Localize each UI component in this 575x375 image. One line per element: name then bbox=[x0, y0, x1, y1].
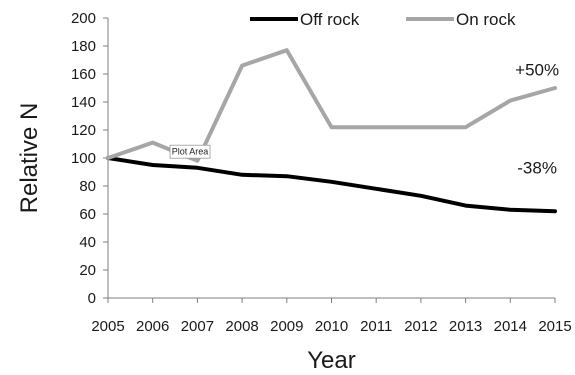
y-tick-label: 200 bbox=[71, 10, 96, 27]
series-line-off-rock bbox=[106, 156, 557, 214]
x-tick-label: 2005 bbox=[91, 318, 124, 335]
y-tick-label: 100 bbox=[71, 150, 96, 167]
x-tick-label: 2012 bbox=[404, 318, 437, 335]
legend-label: On rock bbox=[456, 10, 516, 29]
y-tick-label: 0 bbox=[88, 290, 96, 307]
x-tick-label: 2014 bbox=[494, 318, 527, 335]
annotation-label: -38% bbox=[517, 158, 557, 177]
series-lines bbox=[106, 48, 557, 214]
y-tick-label: 180 bbox=[71, 38, 96, 55]
x-tick-label: 2006 bbox=[136, 318, 169, 335]
y-axis-title: Relative N bbox=[16, 103, 43, 214]
y-tick-label: 60 bbox=[79, 206, 96, 223]
plot-area-tooltip: Plot Area bbox=[169, 144, 211, 159]
y-tick-label: 120 bbox=[71, 122, 96, 139]
x-axis-ticks: 2005 2006 2007 2008 2009 2010 2011 2012 2013 2014… bbox=[91, 298, 572, 335]
x-tick-label: 2013 bbox=[449, 318, 482, 335]
y-tick-label: 160 bbox=[71, 66, 96, 83]
y-tick-label: 20 bbox=[79, 262, 96, 279]
x-tick-label: 2009 bbox=[270, 318, 303, 335]
legend: Off rock On rock bbox=[250, 10, 516, 29]
series-line-on-rock bbox=[106, 48, 557, 163]
x-tick-label: 2011 bbox=[360, 318, 392, 335]
legend-label: Off rock bbox=[300, 10, 360, 29]
x-tick-label: 2015 bbox=[538, 318, 571, 335]
tooltip-text: Plot Area bbox=[172, 147, 209, 157]
x-axis-title: Year bbox=[307, 347, 356, 374]
y-tick-label: 40 bbox=[79, 234, 96, 251]
tooltip-box bbox=[169, 144, 211, 159]
x-tick-label: 2007 bbox=[181, 318, 214, 335]
y-tick-label: 140 bbox=[71, 94, 96, 111]
x-tick-label: 2008 bbox=[225, 318, 258, 335]
annotations: +50% -38% bbox=[515, 60, 559, 177]
annotation-label: +50% bbox=[515, 60, 559, 79]
x-tick-label: 2010 bbox=[315, 318, 348, 335]
y-axis-ticks: 0 20 40 60 80 100 120 140 160 180 200 bbox=[71, 10, 108, 307]
y-tick-label: 80 bbox=[79, 178, 96, 195]
